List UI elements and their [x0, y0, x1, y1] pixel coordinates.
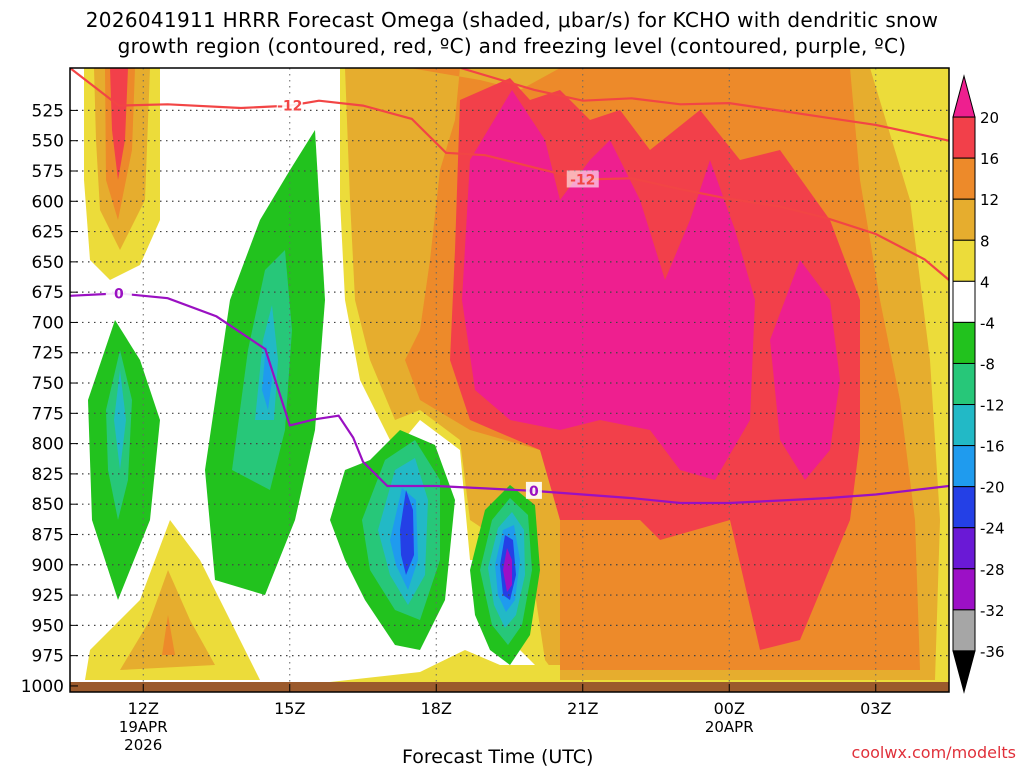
- colorbar-swatch: [952, 362, 976, 406]
- colorbar-swatch: [952, 527, 976, 570]
- contour-line: [460, 68, 949, 142]
- contour-label: 0: [529, 484, 539, 500]
- omega-surface-strip: [330, 650, 560, 690]
- contour-line: [70, 68, 949, 281]
- y-tick-label: 975: [32, 647, 64, 667]
- x-tick-label: 03Z: [860, 699, 891, 718]
- colorbar-swatch: [952, 116, 976, 159]
- contour-label: 0: [114, 286, 124, 302]
- contour-label: -12: [277, 99, 302, 115]
- colorbar-swatch: [952, 239, 976, 282]
- y-tick-label: 625: [32, 223, 64, 243]
- colorbar-swatch: [952, 445, 976, 488]
- colorbar-swatch: [952, 609, 976, 652]
- omega-neg-18z-20: [400, 490, 414, 575]
- plot-frame: [69, 67, 950, 693]
- y-tick-label: 725: [32, 344, 64, 364]
- colorbar-label: -32: [980, 602, 1005, 620]
- colorbar-label: -28: [980, 561, 1005, 579]
- colorbar: 20 16 12 8 4 -4 -8 -12 -16 -20 -24 -28 -32 -36: [952, 74, 1005, 694]
- ground-surface: [70, 682, 949, 692]
- omega-upper-left-16: [110, 68, 128, 180]
- colorbar-swatch-top: [952, 74, 976, 118]
- y-tick-label: 550: [32, 132, 64, 152]
- y-tick-label: 650: [32, 253, 64, 273]
- y-tick-label: 525: [32, 101, 64, 121]
- colorbar-label: 4: [980, 273, 990, 291]
- omega-band-20-plus: [462, 90, 755, 480]
- x-tick-label: 15Z: [274, 699, 305, 718]
- omega-lower-left-12: [162, 615, 175, 655]
- colorbar-swatch: [952, 404, 976, 447]
- colorbar-label: 12: [980, 191, 999, 209]
- x-tick-label: 21Z: [567, 699, 598, 718]
- colorbar-swatch-bottom: [952, 650, 976, 694]
- contour-lines: -12 0 0 -12: [70, 68, 949, 505]
- y-tick-label: 900: [32, 556, 64, 576]
- contour-label-bg: [276, 96, 303, 114]
- y-tick-label: 950: [32, 616, 64, 636]
- colorbar-label: 16: [980, 150, 999, 168]
- x-tick-sublabel: 2026: [124, 736, 162, 754]
- chart-title-line1: 2026041911 HRRR Forecast Omega (shaded, …: [85, 8, 939, 32]
- x-tick-label: 18Z: [421, 699, 452, 718]
- colorbar-label: -12: [980, 397, 1005, 415]
- colorbar-swatch: [952, 568, 976, 611]
- colorbar-label: -16: [980, 438, 1005, 456]
- omega-neg-20z-28: [503, 548, 512, 592]
- contour-label-bg: [105, 284, 132, 302]
- y-tick-label: 825: [32, 465, 64, 485]
- grid-lines: [70, 68, 949, 692]
- y-tick-label: 575: [32, 162, 64, 182]
- contour-label: -12: [570, 172, 595, 188]
- y-tick-label: 750: [32, 374, 64, 394]
- colorbar-label: -36: [980, 643, 1005, 661]
- colorbar-swatch: [952, 321, 976, 364]
- contour-line: [70, 292, 949, 505]
- y-tick-label: 875: [32, 525, 64, 545]
- y-axis: 525 550 575 600 625 650 675 700 725 750 775 800 825 8…: [21, 101, 78, 697]
- credit-link[interactable]: coolwx.com/modelts: [851, 743, 1016, 762]
- y-tick-label: 775: [32, 404, 64, 424]
- colorbar-label: -24: [980, 520, 1005, 538]
- x-tick-label: 12Z: [128, 699, 159, 718]
- contour-label-bg: [525, 481, 542, 499]
- omega-band-20-plus-east: [770, 260, 840, 480]
- y-tick-label: 800: [32, 435, 64, 455]
- y-tick-label: 700: [32, 313, 64, 333]
- colorbar-label: -8: [980, 355, 995, 373]
- x-axis-label: Forecast Time (UTC): [402, 746, 594, 768]
- colorbar-swatch: [952, 486, 976, 529]
- colorbar-label: -4: [980, 314, 995, 332]
- colorbar-swatch: [952, 157, 976, 200]
- y-tick-label: 1000: [21, 677, 64, 697]
- x-tick-sublabel: 20APR: [705, 718, 754, 736]
- colorbar-swatch: [952, 280, 976, 323]
- contour-label-bg: [566, 170, 599, 188]
- colorbar-label: 8: [980, 232, 990, 250]
- omega-neg-15z-16: [262, 345, 272, 410]
- colorbar-label: 20: [980, 109, 999, 127]
- colorbar-swatch: [952, 198, 976, 241]
- y-tick-label: 925: [32, 586, 64, 606]
- omega-neg-left-12: [114, 370, 126, 470]
- omega-shading: [70, 68, 949, 692]
- y-tick-label: 850: [32, 495, 64, 515]
- y-tick-label: 600: [32, 192, 64, 212]
- y-tick-label: 675: [32, 283, 64, 303]
- colorbar-label: -20: [980, 479, 1005, 497]
- chart-title-line2: growth region (contoured, red, ºC) and f…: [117, 34, 907, 58]
- x-tick-label: 00Z: [714, 699, 745, 718]
- x-tick-sublabel: 19APR: [119, 718, 168, 736]
